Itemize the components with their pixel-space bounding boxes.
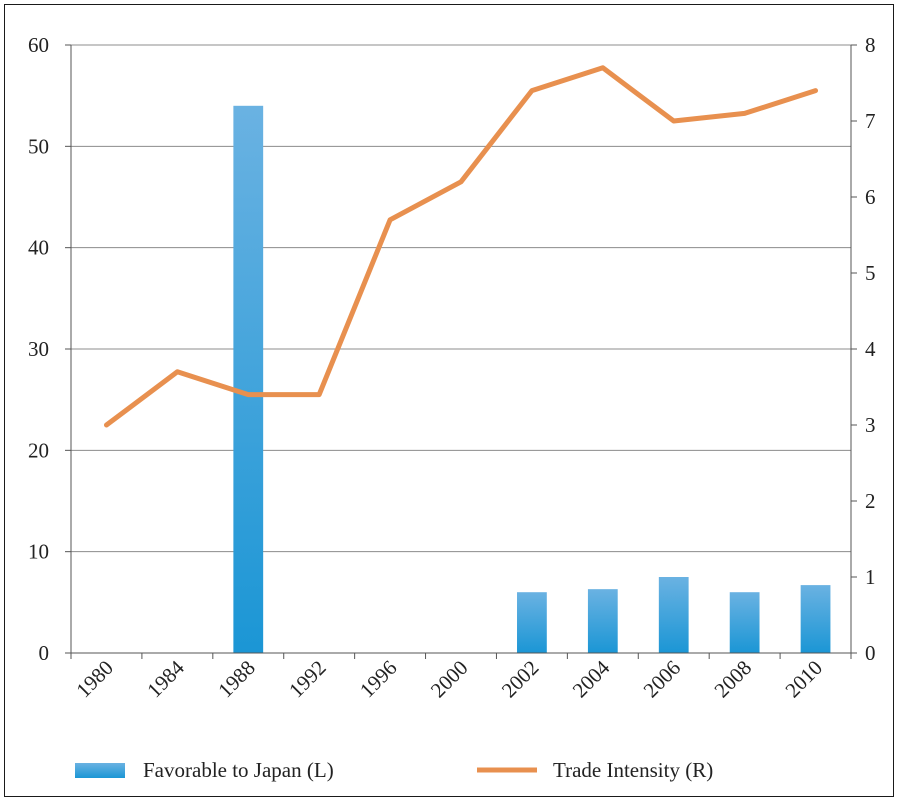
left-tick-label: 20 <box>28 438 49 462</box>
legend-line-label: Trade Intensity (R) <box>553 758 713 782</box>
bar <box>729 592 760 653</box>
left-tick-label: 30 <box>28 337 49 361</box>
right-tick-label: 7 <box>865 109 876 133</box>
bar-series <box>233 105 831 654</box>
trade-intensity-line <box>103 65 819 428</box>
line-series <box>103 65 819 428</box>
x-axis-ticks: 1980 1984 1988 1992 1996 2000 2002 2004 2006 2008… <box>70 653 852 703</box>
right-tick-label: 3 <box>865 413 876 437</box>
x-tick-label: 2006 <box>639 656 686 703</box>
right-tick-label: 6 <box>865 185 876 209</box>
legend-bar-label: Favorable to Japan (L) <box>143 758 334 782</box>
left-tick-label: 50 <box>28 134 49 158</box>
chart: 0 10 20 30 40 50 60 0 1 2 3 4 5 6 7 8 1980 1984 1988 1992… <box>28 33 876 782</box>
right-tick-label: 8 <box>865 33 876 57</box>
x-tick-label: 1984 <box>142 655 189 702</box>
gridlines <box>71 44 851 553</box>
bar <box>800 585 831 653</box>
x-tick-label: 1980 <box>71 656 118 703</box>
left-tick-label: 0 <box>39 641 50 665</box>
right-tick-label: 1 <box>865 565 876 589</box>
legend: Favorable to Japan (L) Trade Intensity (… <box>75 758 713 782</box>
x-tick-label: 2008 <box>710 656 757 703</box>
bar <box>587 589 618 653</box>
left-tick-label: 40 <box>28 236 49 260</box>
bar <box>233 105 264 654</box>
x-tick-label: 2000 <box>426 656 473 703</box>
bar <box>658 577 689 653</box>
right-tick-label: 2 <box>865 489 876 513</box>
legend-bar-swatch <box>75 763 125 778</box>
right-tick-label: 5 <box>865 261 876 285</box>
x-tick-label: 1988 <box>213 656 260 703</box>
x-tick-label: 2004 <box>568 655 615 702</box>
x-tick-label: 1992 <box>284 656 331 703</box>
right-tick-label: 4 <box>865 337 876 361</box>
right-tick-label: 0 <box>865 641 876 665</box>
left-tick-label: 10 <box>28 540 49 564</box>
right-axis-ticks: 0 1 2 3 4 5 6 7 8 <box>851 33 876 665</box>
x-tick-label: 2002 <box>497 656 544 703</box>
x-tick-label: 1996 <box>355 656 402 703</box>
left-tick-label: 60 <box>28 33 49 57</box>
x-tick-label: 2010 <box>780 656 827 703</box>
bar <box>517 592 547 653</box>
left-axis-ticks: 0 10 20 30 40 50 60 <box>28 33 71 665</box>
chart-frame: 0 10 20 30 40 50 60 0 1 2 3 4 5 6 7 8 1980 1984 1988 1992… <box>4 4 894 797</box>
